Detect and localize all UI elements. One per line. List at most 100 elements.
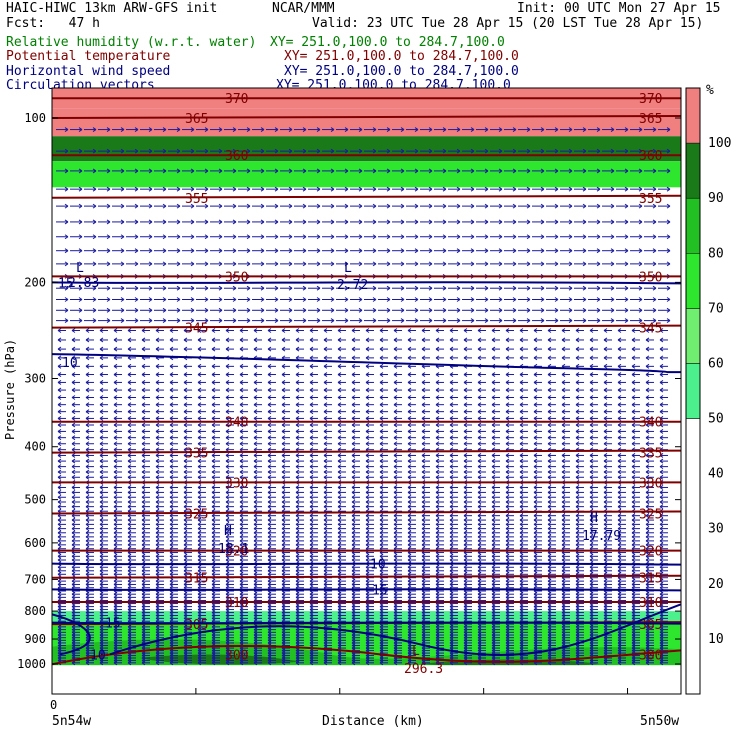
wind-vector-head (428, 148, 433, 154)
wind-vector-head (197, 337, 202, 343)
wind-vector-head (267, 416, 272, 421)
wind-vector-head (414, 318, 419, 324)
wind-vector-head (155, 435, 160, 441)
wind-vector-head (638, 127, 643, 132)
wind-vector-head (470, 318, 475, 324)
wind-vector-head (71, 494, 76, 500)
wind-vector-head (519, 469, 524, 475)
wind-vector-head (218, 285, 223, 291)
wind-vector-head (281, 395, 286, 400)
wind-vector-head (176, 261, 181, 267)
wind-vector-head (225, 429, 230, 434)
wind-vector-head (610, 219, 615, 225)
wind-vector-head (71, 441, 76, 447)
wind-vector-head (407, 402, 412, 408)
wind-vector-head (141, 422, 146, 428)
wind-vector-head (309, 422, 314, 428)
wind-vector-head (295, 328, 300, 333)
wind-vector-head (652, 234, 657, 240)
wind-vector-head (547, 395, 552, 400)
wind-vector-head (505, 395, 510, 400)
wind-vector-head (78, 261, 83, 267)
wind-vector-head (183, 441, 188, 447)
wind-vector-head (421, 453, 426, 458)
wind-vector-head (561, 372, 566, 377)
wind-vector-head (253, 416, 258, 421)
wind-vector-head (211, 494, 216, 500)
wind-vector-head (113, 469, 118, 475)
wind-vector-head (393, 409, 398, 415)
wind-vector-head (64, 234, 69, 240)
wind-vector-head (533, 489, 538, 495)
wind-vector-head (169, 346, 174, 352)
wind-vector-head (491, 422, 496, 428)
wind-vector-head (302, 148, 307, 154)
wind-vector-head (610, 127, 615, 132)
wind-vector-head (141, 409, 146, 415)
wind-vector-head (547, 416, 552, 421)
wind-vector-head (533, 485, 538, 490)
wind-vector-head (183, 337, 188, 343)
wind-vector-head (547, 328, 552, 333)
wind-vector-head (155, 409, 160, 415)
wind-vector-head (239, 489, 244, 495)
wind-vector-head (435, 474, 440, 480)
wind-vector-head (393, 494, 398, 500)
wind-vector-head (547, 441, 552, 447)
wind-vector-head (470, 307, 475, 313)
wind-vector-head (379, 435, 384, 441)
wind-vector-head (253, 453, 258, 458)
wind-vector-head (218, 168, 223, 174)
wind-vector-head (323, 469, 328, 475)
wind-vector-head (267, 346, 272, 352)
wind-vector-head (442, 127, 447, 132)
wind-vector-head (183, 346, 188, 352)
wind-vector-head (267, 429, 272, 434)
wind-vector-head (337, 485, 342, 490)
wind-vector-head (183, 328, 188, 333)
wind-vector-head (85, 464, 90, 470)
wind-vector-head (575, 395, 580, 400)
wind-vector-head (281, 387, 286, 393)
wind-vector-head (274, 285, 279, 291)
wind-vector-head (561, 429, 566, 434)
wind-vector-head (407, 435, 412, 441)
wind-vector-head (568, 168, 573, 174)
wind-vector-head (190, 168, 195, 174)
wind-vector-head (78, 186, 83, 192)
field-xy-vectors: XY= 251.0,100.0 to 284.7,100.0 (276, 79, 511, 90)
wind-vector-head (533, 409, 538, 415)
wind-vector-head (218, 127, 223, 132)
wind-vector-head (309, 416, 314, 421)
wind-vector-head (470, 248, 475, 254)
wind-vector-head (617, 346, 622, 352)
wind-vector-head (393, 469, 398, 475)
wind-vector-head (365, 494, 370, 500)
wind-vector-head (92, 186, 97, 192)
wind-vector-head (456, 297, 461, 302)
wind-vector-head (519, 416, 524, 421)
wind-vector-head (491, 402, 496, 408)
wind-vector-head (239, 422, 244, 428)
wind-vector-head (547, 458, 552, 464)
wind-vector-head (442, 285, 447, 291)
wind-vector-head (659, 469, 664, 475)
wind-vector-head (316, 203, 321, 209)
wind-vector-head (141, 469, 146, 475)
wind-vector-head (211, 469, 216, 475)
wind-vector-head (379, 416, 384, 421)
wind-vector-head (162, 248, 167, 254)
wind-vector-head (85, 355, 90, 361)
wind-vector-head (638, 248, 643, 254)
wind-vector-head (281, 469, 286, 475)
wind-vector-head (190, 307, 195, 313)
wind-vector-head (498, 307, 503, 313)
wind-vector-head (498, 203, 503, 209)
valid-time: Valid: 23 UTC Tue 28 Apr 15 (20 LST Tue … (312, 16, 704, 31)
wind-vector-head (218, 219, 223, 225)
wind-vector-head (155, 464, 160, 470)
wind-vector-head (659, 395, 664, 400)
wind-vector-head (589, 395, 594, 400)
wind-vector-head (190, 203, 195, 209)
field-xy-rh: XY= 251.0,100.0 to 284.7,100.0 (270, 35, 505, 50)
